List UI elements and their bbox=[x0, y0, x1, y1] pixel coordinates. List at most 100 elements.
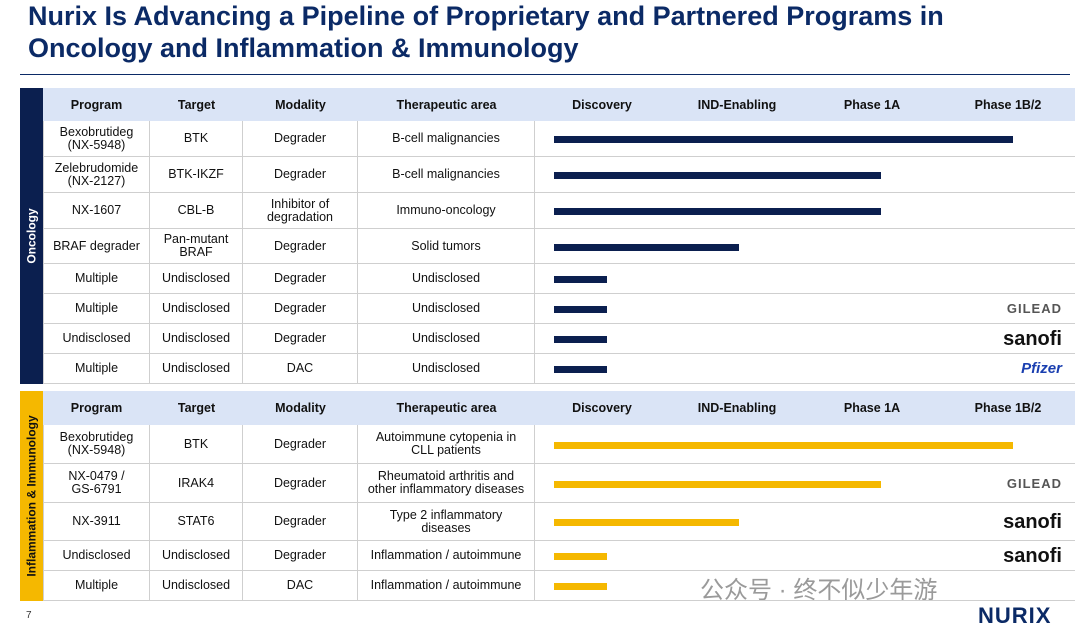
table-cell: Degrader bbox=[243, 157, 358, 193]
table-cell: BTK bbox=[150, 425, 243, 464]
header-cell: Phase 1B/2 bbox=[974, 97, 1042, 112]
table-cell: Inflammation / autoimmune bbox=[358, 571, 535, 601]
table-cell: Degrader bbox=[243, 324, 358, 354]
table-cell: IRAK4 bbox=[150, 464, 243, 503]
table-cell: Type 2 inflammatory diseases bbox=[358, 503, 535, 541]
table-cell: Bexobrutideg (NX-5948) bbox=[43, 121, 150, 157]
table-cell: Undisclosed bbox=[150, 294, 243, 324]
progress-bar bbox=[554, 519, 739, 526]
partner-logo: GILEAD bbox=[1006, 475, 1062, 491]
table-cell: Undisclosed bbox=[358, 324, 535, 354]
header-cell: Modality bbox=[275, 97, 326, 112]
table-cell: Multiple bbox=[43, 294, 150, 324]
table-cell: NX-3911 bbox=[43, 503, 150, 541]
table-cell: Undisclosed bbox=[358, 354, 535, 384]
partner-logo: GILEAD bbox=[1006, 301, 1062, 316]
header-cell: Program bbox=[70, 401, 123, 415]
table-cell: Immuno-oncology bbox=[358, 193, 535, 229]
header-cell: IND-Enabling bbox=[697, 97, 777, 112]
row-rule bbox=[535, 540, 1075, 541]
table-cell: Multiple bbox=[43, 571, 150, 601]
header-cell: Target bbox=[177, 401, 216, 415]
table-cell: Degrader bbox=[243, 121, 358, 157]
table-cell: DAC bbox=[243, 354, 358, 384]
table-cell: Multiple bbox=[43, 264, 150, 294]
section-label: Oncology bbox=[20, 88, 43, 384]
table-cell: Multiple bbox=[43, 354, 150, 384]
header-cell: IND-Enabling bbox=[697, 401, 777, 415]
partner-logo: sanofi bbox=[1003, 328, 1062, 350]
header-row bbox=[43, 391, 1075, 425]
table-cell: Undisclosed bbox=[150, 571, 243, 601]
header-cell: Therapeutic area bbox=[396, 401, 497, 415]
table-cell: BRAF degrader bbox=[43, 229, 150, 264]
table-cell: Undisclosed bbox=[150, 264, 243, 294]
table-cell: B-cell malignancies bbox=[358, 157, 535, 193]
progress-bar bbox=[554, 208, 881, 215]
partner-logo: sanofi bbox=[1003, 545, 1062, 567]
table-cell: Solid tumors bbox=[358, 229, 535, 264]
table-cell: BTK-IKZF bbox=[150, 157, 243, 193]
table-cell: NX-0479 / GS-6791 bbox=[43, 464, 150, 503]
progress-bar bbox=[554, 441, 1013, 449]
table-cell: Undisclosed bbox=[358, 264, 535, 294]
table-cell: Autoimmune cytopenia in CLL patients bbox=[358, 425, 535, 464]
row-rule bbox=[535, 156, 1075, 157]
row-rule bbox=[535, 463, 1075, 464]
table-cell: Undisclosed bbox=[150, 354, 243, 384]
table-cell: Undisclosed bbox=[150, 324, 243, 354]
progress-bar bbox=[554, 276, 607, 283]
header-cell: Phase 1B/2 bbox=[974, 401, 1042, 415]
row-rule bbox=[535, 323, 1075, 324]
row-rule bbox=[535, 570, 1075, 571]
progress-bar bbox=[554, 480, 881, 488]
table-cell: Pan-mutant BRAF bbox=[150, 229, 243, 264]
row-rule bbox=[535, 263, 1075, 264]
table-cell: BTK bbox=[150, 121, 243, 157]
row-rule bbox=[535, 293, 1075, 294]
logo: NURIX bbox=[978, 603, 1052, 628]
table-cell: CBL-B bbox=[150, 193, 243, 229]
progress-bar bbox=[554, 553, 607, 560]
table-cell: Undisclosed bbox=[150, 541, 243, 571]
progress-bar bbox=[554, 306, 607, 313]
table-cell: Degrader bbox=[243, 229, 358, 264]
table-cell: DAC bbox=[243, 571, 358, 601]
table-cell: Bexobrutideg (NX-5948) bbox=[43, 425, 150, 464]
table-cell: Degrader bbox=[243, 503, 358, 541]
table-cell: Degrader bbox=[243, 464, 358, 503]
partner-logo: sanofi bbox=[1003, 511, 1062, 533]
table-cell: Undisclosed bbox=[358, 294, 535, 324]
progress-bar bbox=[554, 172, 881, 179]
table-cell: Inflammation / autoimmune bbox=[358, 541, 535, 571]
progress-bar bbox=[554, 136, 1013, 143]
table-cell: Degrader bbox=[243, 541, 358, 571]
table-cell: Degrader bbox=[243, 264, 358, 294]
section-label-text: Inflammation & Immunology bbox=[24, 415, 39, 577]
row-rule bbox=[535, 228, 1075, 229]
header-cell: Program bbox=[70, 97, 123, 112]
row-rule bbox=[535, 383, 1075, 384]
page-number: 7 bbox=[26, 610, 32, 621]
title-rule bbox=[20, 74, 1070, 75]
row-rule bbox=[535, 600, 1075, 601]
section-label-text: Oncology bbox=[24, 208, 39, 264]
table-cell: Zelebrudomide (NX-2127) bbox=[43, 157, 150, 193]
header-row bbox=[43, 88, 1075, 121]
row-rule bbox=[535, 192, 1075, 193]
table-cell: Degrader bbox=[243, 425, 358, 464]
progress-bar bbox=[554, 366, 607, 373]
header-cell: Therapeutic area bbox=[396, 97, 497, 112]
title: Nurix Is Advancing a Pipeline of Proprie… bbox=[28, 1, 944, 63]
row-rule bbox=[535, 502, 1075, 503]
header-cell: Target bbox=[177, 97, 216, 112]
table-cell: NX-1607 bbox=[43, 193, 150, 229]
table-cell: STAT6 bbox=[150, 503, 243, 541]
header-cell: Discovery bbox=[572, 97, 632, 112]
row-rule bbox=[535, 353, 1075, 354]
header-cell: Phase 1A bbox=[843, 401, 901, 415]
table-cell: Rheumatoid arthritis and other inflammat… bbox=[358, 464, 535, 503]
progress-bar bbox=[554, 243, 739, 251]
section-label: Inflammation & Immunology bbox=[20, 391, 43, 601]
